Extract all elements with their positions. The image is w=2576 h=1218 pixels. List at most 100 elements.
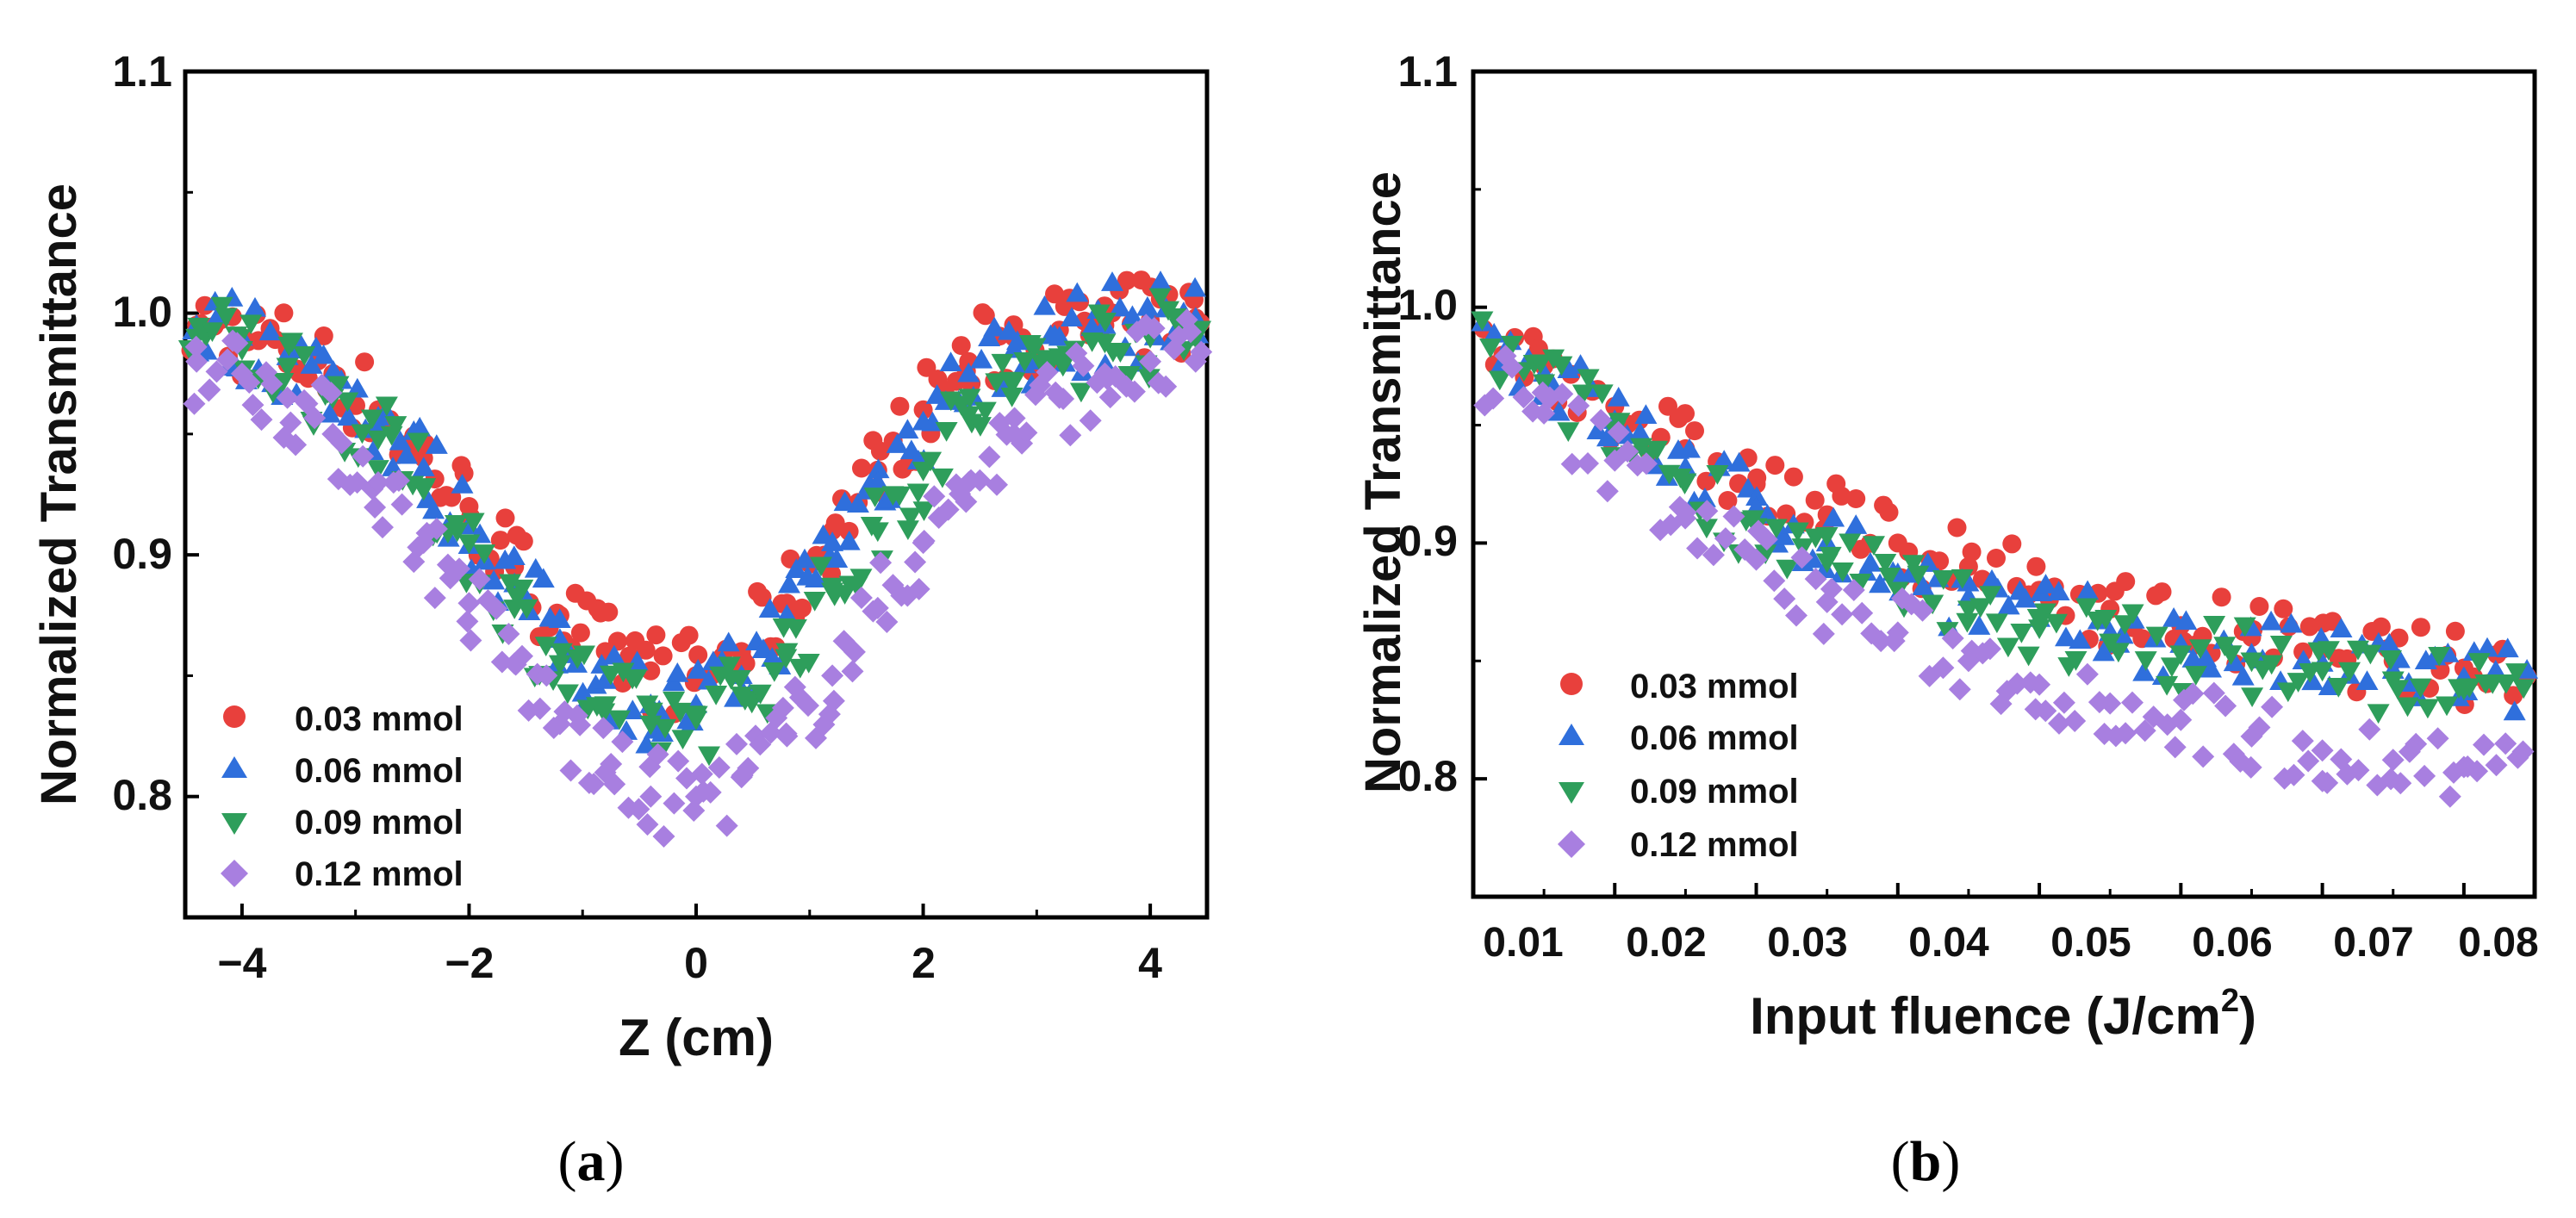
- data-point: [2409, 678, 2432, 699]
- data-point: [866, 471, 889, 491]
- data-point: [448, 557, 470, 581]
- data-point: [532, 568, 555, 588]
- legend-marker-b-1: [1560, 673, 1583, 695]
- data-point: [870, 441, 890, 461]
- data-point: [1569, 354, 1592, 374]
- data-point: [775, 724, 799, 748]
- data-point: [2355, 670, 2379, 690]
- data-point: [2485, 754, 2508, 777]
- data-point: [955, 490, 978, 513]
- x-tick-labels-a: −4 −2 0 2 4: [217, 939, 1162, 987]
- data-point: [2389, 772, 2412, 795]
- ticks-a: [185, 70, 1153, 917]
- data-point: [685, 711, 707, 730]
- data-point: [570, 623, 590, 643]
- data-point: [2396, 697, 2419, 718]
- data-point: [1714, 527, 1737, 550]
- data-point: [641, 661, 661, 680]
- data-point: [636, 813, 659, 836]
- data-point: [513, 531, 533, 551]
- data-point: [2219, 645, 2243, 665]
- data-point: [274, 303, 294, 323]
- plot-area-b: [1471, 69, 2537, 899]
- y-tick-label: 0.8: [1397, 752, 1458, 800]
- data-point: [1957, 649, 1980, 673]
- data-point: [198, 378, 221, 401]
- data-point: [550, 643, 573, 663]
- data-point: [639, 785, 663, 808]
- data-point: [1184, 277, 1207, 297]
- data-point: [983, 316, 1006, 337]
- data-point: [276, 386, 299, 409]
- data-point: [1139, 350, 1162, 373]
- data-point: [951, 336, 971, 356]
- data-point: [364, 496, 387, 519]
- data-point: [2381, 671, 2405, 692]
- data-point: [395, 444, 418, 464]
- data-point: [821, 531, 844, 551]
- data-point: [2064, 650, 2088, 671]
- data-point: [1879, 502, 1899, 522]
- data-point: [2099, 692, 2122, 715]
- data-point: [728, 670, 751, 690]
- data-point: [1695, 519, 1718, 539]
- data-point: [1013, 352, 1036, 372]
- data-point: [1832, 486, 1851, 506]
- data-point: [1179, 320, 1202, 344]
- data-point: [1142, 317, 1166, 340]
- data-point: [371, 516, 394, 539]
- data-point: [2358, 718, 2381, 741]
- data-point: [2075, 662, 2099, 686]
- data-point: [1123, 380, 1146, 403]
- data-point: [1557, 422, 1580, 442]
- data-point: [957, 471, 980, 494]
- data-point: [584, 674, 607, 694]
- y-tick-label: 1.0: [1397, 281, 1458, 329]
- data-point: [679, 625, 699, 645]
- data-point: [1878, 567, 1901, 587]
- data-point: [849, 587, 873, 609]
- data-point: [1858, 551, 1882, 572]
- data-point: [2160, 657, 2183, 678]
- data-point: [1911, 599, 1934, 622]
- data-point: [2169, 645, 2193, 666]
- y-tick-label: 1.1: [112, 47, 172, 96]
- data-point: [2505, 663, 2529, 683]
- data-point: [625, 669, 648, 689]
- data-point: [1501, 356, 1524, 379]
- data-point: [2452, 680, 2475, 701]
- data-point: [457, 534, 481, 555]
- data-point: [1874, 554, 1897, 574]
- data-point: [1560, 452, 1584, 475]
- legend-marker-a-1: [223, 705, 246, 728]
- data-point: [1773, 587, 1796, 611]
- data-point: [698, 746, 720, 767]
- data-point: [495, 508, 515, 528]
- data-point: [1634, 404, 1658, 424]
- data-point: [749, 733, 772, 756]
- data-point: [654, 718, 676, 739]
- data-point: [958, 388, 981, 409]
- x-tick-labels-b: 0.01 0.02 0.03 0.04 0.05 0.06 0.07 0.08: [1483, 920, 2538, 966]
- data-point: [205, 360, 228, 383]
- data-point: [2411, 618, 2430, 637]
- data-point: [1036, 361, 1059, 383]
- data-point: [1870, 630, 1893, 653]
- data-point: [2311, 739, 2334, 762]
- data-point: [1713, 450, 1736, 469]
- data-point: [2026, 556, 2046, 576]
- data-point: [1117, 365, 1141, 386]
- data-point: [2240, 724, 2263, 748]
- data-point: [2212, 587, 2231, 607]
- data-point: [1098, 386, 1122, 409]
- data-point: [869, 551, 893, 575]
- data-point: [293, 346, 316, 366]
- data-point: [367, 471, 389, 494]
- data-point: [705, 686, 728, 705]
- data-point: [1003, 422, 1025, 445]
- legend-label-a-1: 0.03 mmol: [295, 700, 464, 738]
- data-point: [244, 296, 266, 317]
- data-point: [482, 569, 506, 590]
- data-point: [1121, 305, 1144, 326]
- data-point: [978, 445, 1001, 469]
